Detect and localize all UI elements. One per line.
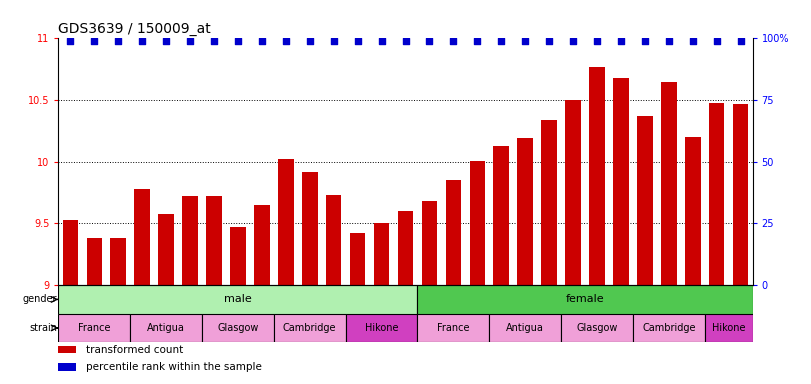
Text: strain: strain [29,323,58,333]
Bar [58,285,418,314]
Bar [254,205,269,285]
Point [590,38,603,44]
Point [519,38,532,44]
Bar [637,116,653,285]
Point [64,38,77,44]
Bar [135,189,150,285]
Bar [131,314,202,342]
Point [112,38,125,44]
Bar [202,314,274,342]
Point [567,38,580,44]
Bar [565,100,581,285]
Bar [397,211,414,285]
Point [663,38,676,44]
Bar [493,146,509,285]
Bar [613,78,629,285]
Point [710,38,723,44]
Point [88,38,101,44]
Bar [110,238,126,285]
Point [734,38,747,44]
Point [686,38,699,44]
Text: female: female [566,295,604,305]
Bar [470,161,485,285]
Text: percentile rank within the sample: percentile rank within the sample [86,362,262,372]
Point [615,38,628,44]
Text: Glasgow: Glasgow [577,323,618,333]
Point [351,38,364,44]
Point [543,38,556,44]
Point [160,38,173,44]
Bar [517,138,533,285]
Point [423,38,436,44]
Text: Cambridge: Cambridge [283,323,337,333]
Point [135,38,148,44]
Point [399,38,412,44]
Bar [422,201,437,285]
Point [255,38,268,44]
Text: transformed count: transformed count [86,345,183,355]
Bar [58,314,131,342]
Bar [326,195,341,285]
Bar [302,172,318,285]
Bar [58,346,75,353]
Bar [709,103,724,285]
Bar [590,67,605,285]
Point [495,38,508,44]
Bar [542,120,557,285]
Bar [278,159,294,285]
Bar [274,314,345,342]
Point [183,38,196,44]
Bar [705,314,753,342]
Text: gender: gender [23,295,58,305]
Text: Cambridge: Cambridge [642,323,696,333]
Bar [206,196,221,285]
Bar [58,363,75,371]
Bar [350,233,366,285]
Bar [445,180,461,285]
Text: male: male [224,295,251,305]
Bar [561,314,633,342]
Bar [158,214,174,285]
Bar [661,81,676,285]
Text: France: France [437,323,470,333]
Text: France: France [78,323,110,333]
Point [231,38,244,44]
Bar [733,104,749,285]
Point [375,38,388,44]
Bar [633,314,705,342]
Bar [345,314,418,342]
Bar [87,238,102,285]
Text: Hikone: Hikone [365,323,398,333]
Text: GDS3639 / 150009_at: GDS3639 / 150009_at [58,22,211,36]
Bar [418,285,753,314]
Bar [489,314,561,342]
Bar [62,220,78,285]
Text: Antigua: Antigua [506,323,544,333]
Text: Glasgow: Glasgow [217,323,259,333]
Point [638,38,651,44]
Point [279,38,292,44]
Bar [374,223,389,285]
Point [471,38,484,44]
Bar [418,314,489,342]
Bar [230,227,246,285]
Point [447,38,460,44]
Bar [685,137,701,285]
Point [208,38,221,44]
Point [327,38,340,44]
Point [303,38,316,44]
Text: Antigua: Antigua [147,323,185,333]
Bar [182,196,198,285]
Text: Hikone: Hikone [712,323,745,333]
